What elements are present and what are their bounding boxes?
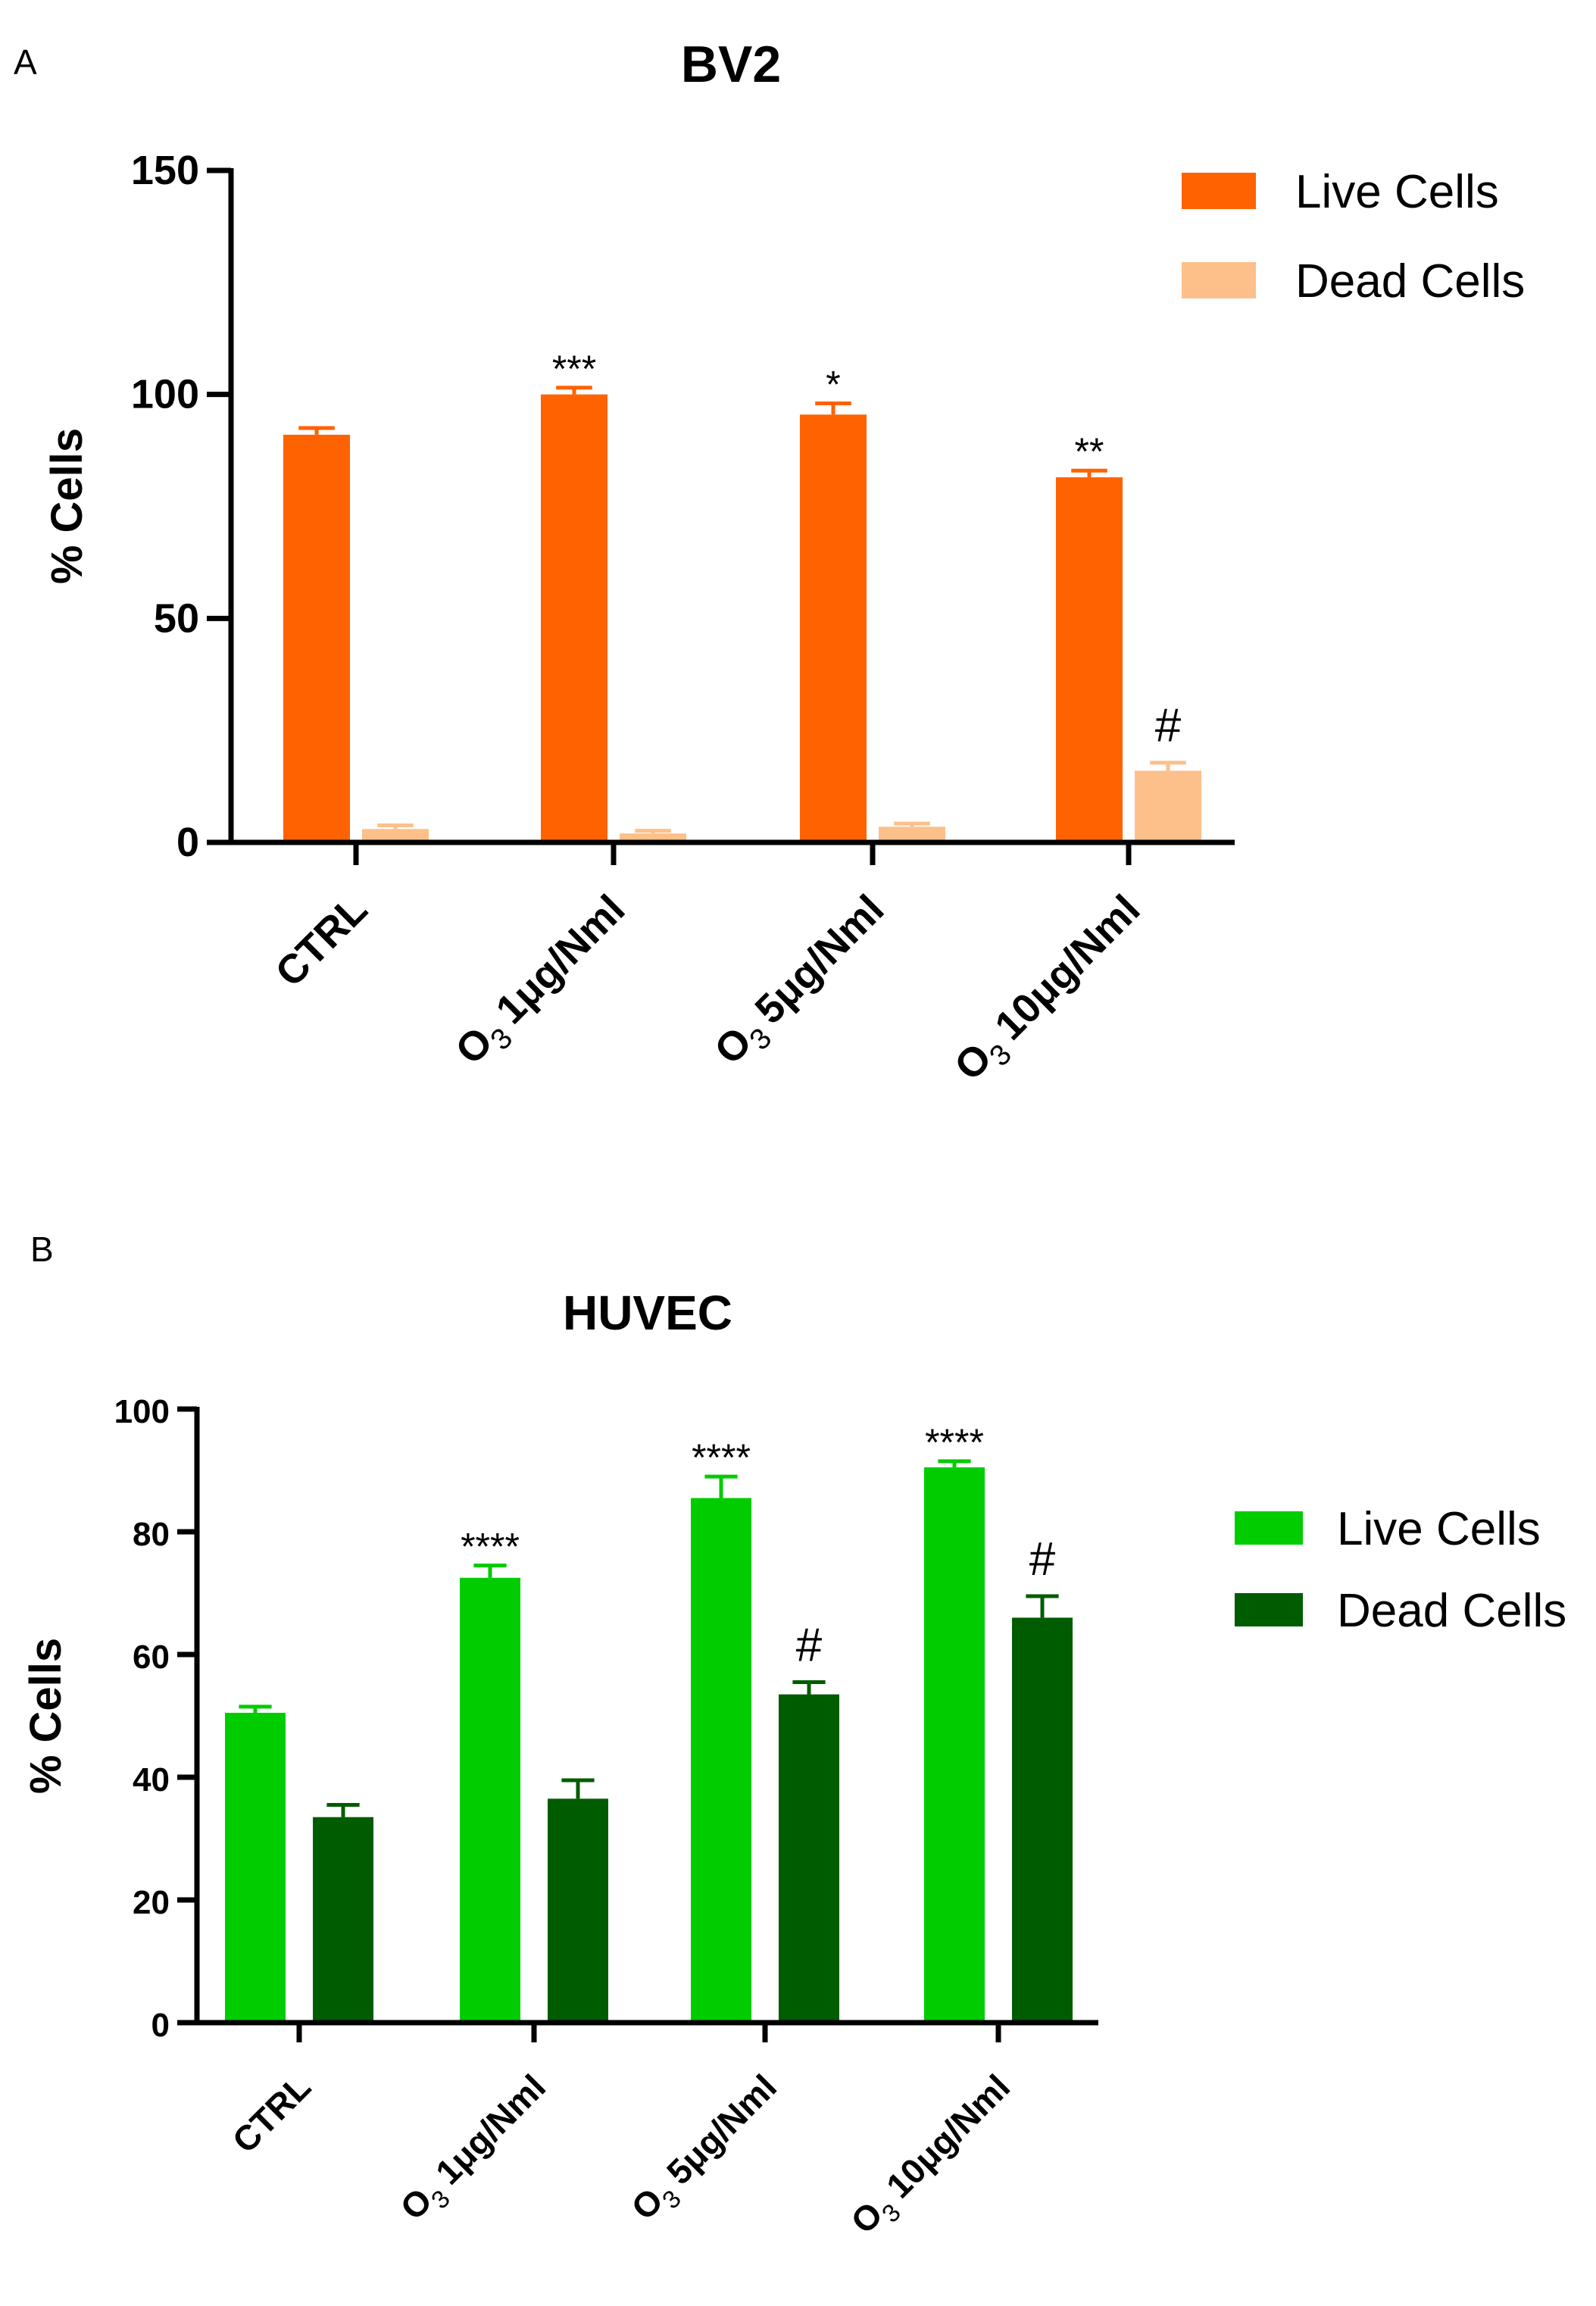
x-category-label: CTRL bbox=[267, 886, 376, 995]
chart-title: HUVEC bbox=[563, 1286, 732, 1340]
x-category-label: O310μg/Nml bbox=[946, 886, 1155, 1095]
significance-label: # bbox=[1155, 700, 1182, 752]
category-dose: 10μg/Nml bbox=[986, 886, 1148, 1048]
y-tick-label: 50 bbox=[154, 595, 199, 641]
x-category-label: O31μg/Nml bbox=[392, 2067, 559, 2233]
category-dose: 10μg/Nml bbox=[879, 2067, 1017, 2205]
category-dose: 1μg/Nml bbox=[487, 886, 633, 1033]
bar-dead-1 bbox=[620, 833, 686, 842]
y-tick-label: 20 bbox=[133, 1884, 170, 1921]
bar-dead-1 bbox=[548, 1798, 608, 2023]
x-category-label: O35μg/Nml bbox=[706, 886, 898, 1079]
category-dose: 5μg/Nml bbox=[746, 886, 892, 1033]
bar-live-2 bbox=[691, 1498, 751, 2023]
significance-label: * bbox=[826, 363, 840, 405]
category-prefix: O bbox=[392, 2180, 439, 2227]
significance-label: **** bbox=[461, 1526, 520, 1568]
legend-swatch-dead bbox=[1182, 262, 1256, 298]
category-dose: 5μg/Nml bbox=[659, 2067, 784, 2192]
y-axis-label: % Cells bbox=[42, 428, 92, 584]
panel-a-chart: A BV2% Cells*** ***#050100150CTRLO31μg/Nml… bbox=[14, 36, 1525, 1095]
panel-letter: B bbox=[30, 1230, 54, 1269]
bar-dead-0 bbox=[313, 1817, 373, 2023]
bar-live-0 bbox=[225, 1712, 286, 2023]
significance-label: *** bbox=[552, 348, 596, 390]
bar-dead-3 bbox=[1012, 1617, 1073, 2023]
panel-letter: A bbox=[14, 42, 37, 82]
bar-dead-2 bbox=[879, 826, 945, 842]
bar-live-3 bbox=[924, 1467, 985, 2023]
y-tick-label: 40 bbox=[133, 1761, 170, 1798]
category-prefix: O bbox=[623, 2180, 670, 2227]
bar-live-1 bbox=[541, 394, 607, 842]
significance-label: **** bbox=[925, 1421, 984, 1464]
significance-label: **** bbox=[692, 1436, 751, 1479]
y-tick-label: 100 bbox=[131, 372, 199, 417]
legend-swatch-live bbox=[1235, 1511, 1303, 1545]
bar-dead-3 bbox=[1135, 770, 1201, 842]
x-category-label: O35μg/Nml bbox=[623, 2067, 790, 2233]
bar-live-3 bbox=[1056, 477, 1123, 842]
category-dose: 1μg/Nml bbox=[428, 2067, 553, 2192]
legend-label-dead: Dead Cells bbox=[1337, 1585, 1566, 1637]
y-tick-label: 80 bbox=[133, 1516, 170, 1553]
legend-label-dead: Dead Cells bbox=[1295, 255, 1525, 308]
significance-label: # bbox=[796, 1619, 823, 1671]
y-tick-label: 0 bbox=[176, 820, 199, 865]
legend-label-live: Live Cells bbox=[1295, 166, 1499, 218]
legend-swatch-live bbox=[1182, 173, 1256, 209]
y-tick-label: 60 bbox=[133, 1639, 170, 1676]
x-category-label: O31μg/Nml bbox=[447, 886, 639, 1079]
legend-label-live: Live Cells bbox=[1337, 1503, 1541, 1555]
bar-dead-0 bbox=[362, 829, 429, 842]
y-tick-label: 100 bbox=[114, 1393, 170, 1430]
significance-label: # bbox=[1029, 1533, 1056, 1586]
x-category-label: O310μg/Nml bbox=[843, 2067, 1024, 2248]
y-tick-label: 150 bbox=[131, 148, 199, 193]
significance-label: ** bbox=[1075, 430, 1104, 473]
category-prefix: O bbox=[843, 2194, 890, 2241]
legend-swatch-dead bbox=[1235, 1593, 1303, 1626]
y-tick-label: 0 bbox=[151, 2007, 170, 2044]
y-axis-label: % Cells bbox=[21, 1638, 70, 1794]
bar-live-0 bbox=[283, 434, 350, 842]
bar-live-2 bbox=[800, 414, 867, 842]
bar-live-1 bbox=[460, 1577, 520, 2023]
x-category-label: CTRL bbox=[225, 2067, 318, 2160]
panel-b-chart: B HUVEC % Cells **** **** **** # #0 20 40 60 80 100 C… bbox=[21, 1230, 1566, 2248]
bar-dead-2 bbox=[779, 1694, 839, 2023]
chart-title: BV2 bbox=[681, 36, 781, 93]
